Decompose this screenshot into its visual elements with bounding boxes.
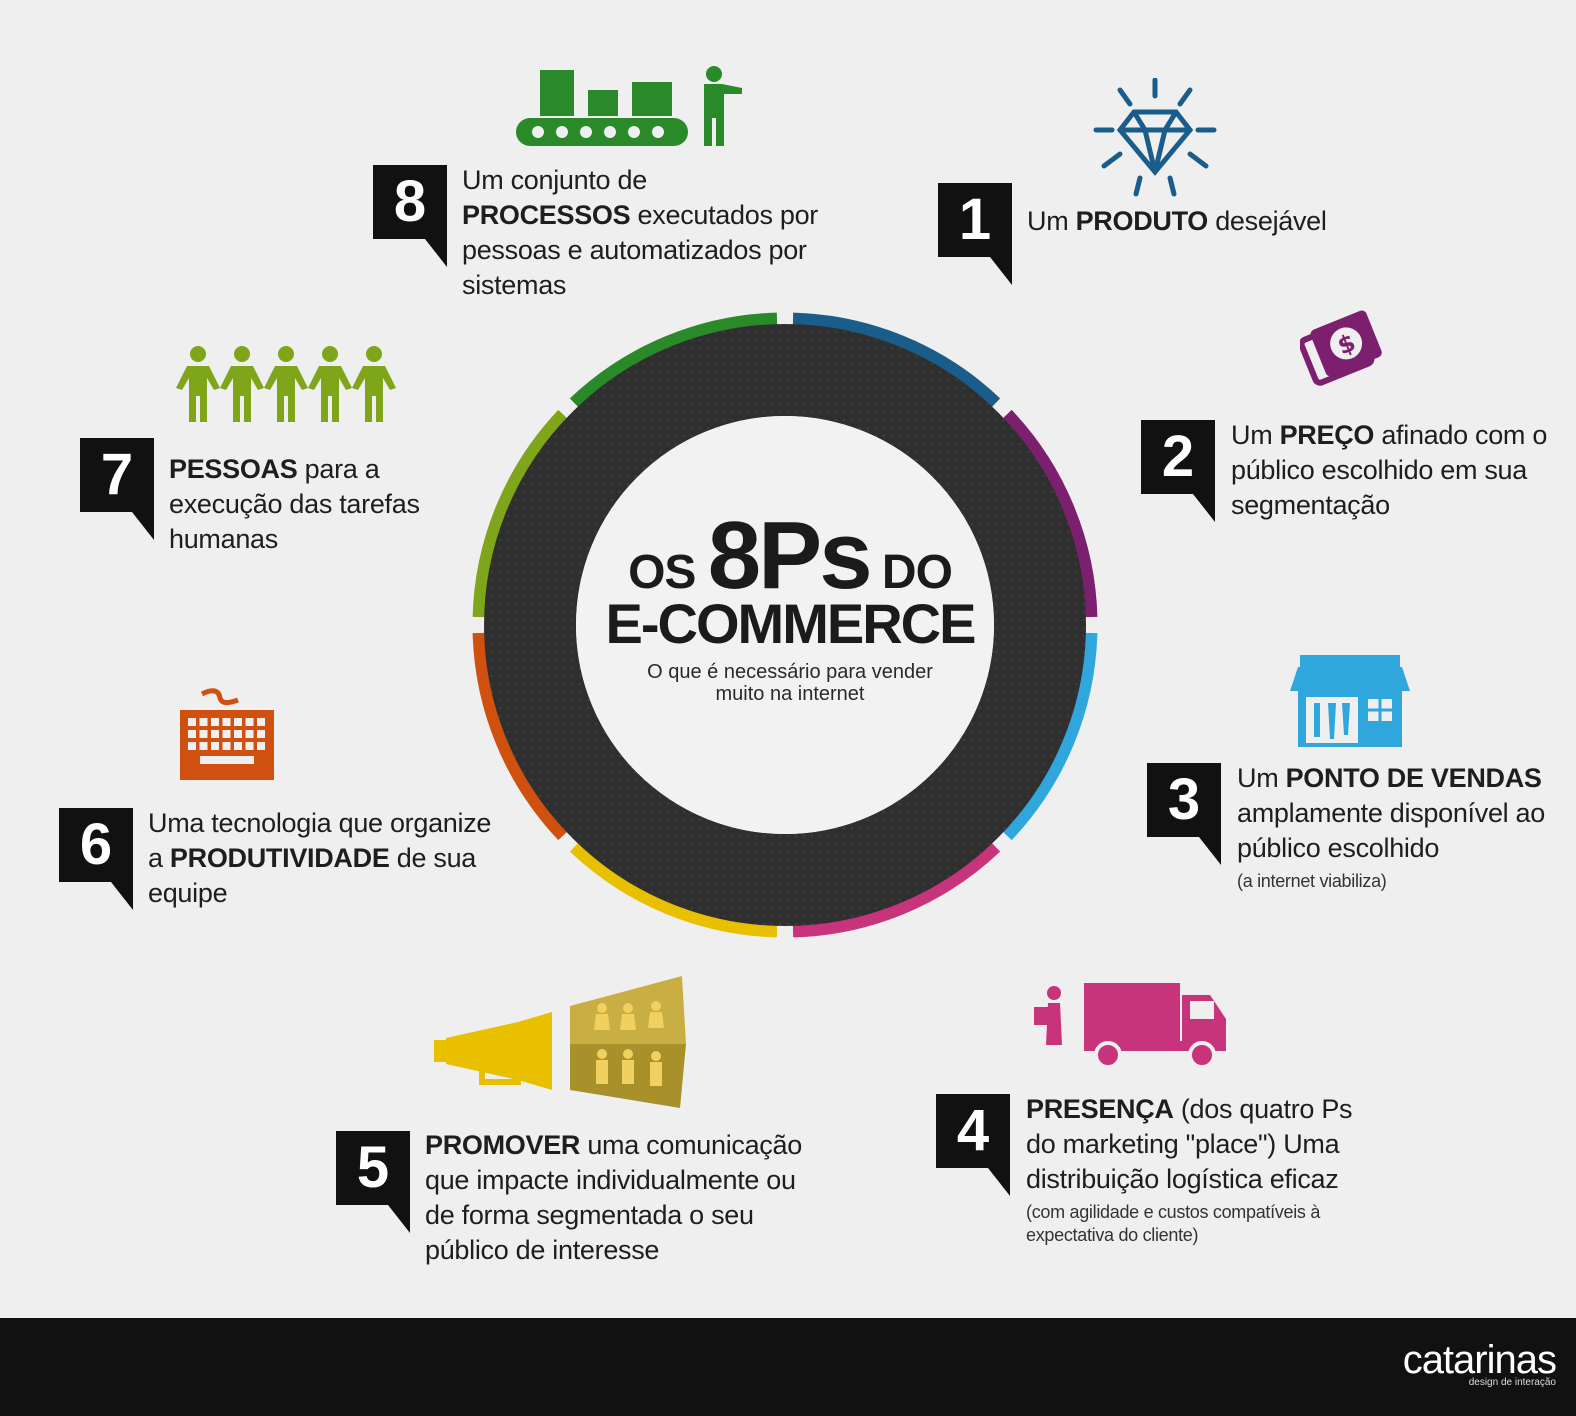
logo-tagline: design de interação — [1468, 1377, 1556, 1388]
footer: catarinas design de interação — [0, 1318, 1576, 1416]
ring-inner — [576, 416, 994, 834]
item-7-bold: PESSOAS — [169, 454, 298, 484]
item-1-after: desejável — [1208, 206, 1327, 236]
title-line2: E-COMMERCE — [605, 592, 977, 655]
item-3-note: (a internet viabiliza) — [1237, 871, 1387, 891]
ring-segment-4 — [792, 842, 1001, 938]
diamond-icon — [1093, 78, 1217, 197]
item-1-bold: PRODUTO — [1075, 206, 1209, 236]
conveyor-icon — [516, 66, 742, 146]
subtitle: O que é necessário para vender muito na … — [590, 661, 990, 705]
item-3-text: Um PONTO DE VENDAS amplamente disponível… — [1237, 761, 1557, 893]
subtitle-line2: muito na internet — [715, 683, 865, 705]
badge-1: 1 — [938, 183, 1012, 285]
item-8-before: Um conjunto de — [462, 165, 647, 195]
badge-6: 6 — [59, 808, 133, 910]
badge-5: 5 — [336, 1131, 410, 1233]
ring-segment-6 — [472, 632, 568, 841]
ring-dark — [484, 324, 1086, 926]
title-prefix: OS — [628, 546, 696, 599]
store-icon — [1290, 655, 1410, 747]
item-7-after: para a execução das tarefas humanas — [169, 454, 420, 554]
ring-segment-1 — [792, 312, 1001, 408]
ring-segment-3 — [1002, 632, 1098, 841]
item-6-after: de sua equipe — [148, 843, 477, 908]
subtitle-line1: O que é necessário para vender — [647, 661, 933, 683]
item-8-bold: PROCESSOS — [462, 200, 631, 230]
item-4-text: PRESENÇA (dos quatro Ps do marketing "pl… — [1026, 1092, 1386, 1247]
ring-segment-2 — [1002, 409, 1098, 618]
ring-segment-5 — [569, 842, 778, 938]
item-6-bold: PRODUTIVIDADE — [169, 843, 390, 873]
item-3-bold: PONTO DE VENDAS — [1285, 763, 1542, 793]
item-4-after: (dos quatro Ps do marketing "place") Uma… — [1026, 1094, 1353, 1194]
truck-icon — [1034, 983, 1226, 1069]
item-6-text: Uma tecnologia que organize a PRODUTIVID… — [148, 806, 508, 911]
logo-text: catarinas — [1402, 1338, 1557, 1382]
item-1-before: Um — [1027, 206, 1076, 236]
item-2-before: Um — [1231, 420, 1280, 450]
item-2-text: Um PREÇO afinado com o público escolhido… — [1231, 418, 1551, 523]
badge-4: 4 — [936, 1094, 1010, 1196]
megaphone-icon — [434, 976, 686, 1108]
item-2-after: afinado com o público escolhido em sua s… — [1231, 420, 1548, 520]
item-8-text: Um conjunto de PROCESSOS executados por … — [462, 163, 822, 303]
item-7-text: PESSOAS para a execução das tarefas huma… — [169, 452, 499, 557]
badge-3: 3 — [1147, 763, 1221, 865]
item-6-before: Uma tecnologia que organize a — [148, 808, 492, 873]
item-5-after: uma comunicação que impacte individualme… — [425, 1130, 802, 1265]
title-number: 8Ps — [707, 502, 873, 609]
item-3-after: amplamente disponível ao público escolhi… — [1237, 798, 1545, 863]
badge-2: 2 — [1141, 420, 1215, 522]
item-4-bold: PRESENÇA — [1026, 1094, 1174, 1124]
title-suffix: DO — [881, 546, 953, 599]
ring-segment-7 — [472, 409, 568, 618]
center-title: OS 8Ps DO E-COMMERCE O que é necessário … — [590, 508, 990, 706]
title-line1: OS 8Ps DO — [590, 508, 990, 604]
item-5-bold: PROMOVER — [425, 1130, 581, 1160]
money-icon: $ — [1300, 310, 1382, 386]
keyboard-icon — [180, 688, 274, 780]
item-4-note: (com agilidade e custos compatíveis à ex… — [1026, 1202, 1321, 1245]
people-icon — [176, 346, 396, 422]
item-5-text: PROMOVER uma comunicação que impacte ind… — [425, 1128, 810, 1268]
logo: catarinas design de interação — [1402, 1338, 1557, 1388]
item-8-after: executados por pessoas e automatizados p… — [462, 200, 818, 300]
badge-8: 8 — [373, 165, 447, 267]
item-1-text: Um PRODUTO desejável — [1027, 204, 1447, 239]
ring-segment-8 — [569, 312, 778, 408]
item-3-before: Um — [1237, 763, 1286, 793]
item-2-bold: PREÇO — [1279, 420, 1375, 450]
badge-7: 7 — [80, 438, 154, 540]
